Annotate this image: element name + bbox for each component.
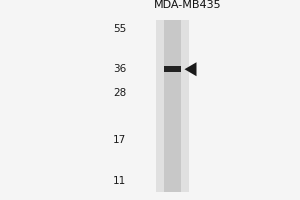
Text: 17: 17	[113, 135, 126, 145]
Text: 36: 36	[113, 64, 126, 74]
Bar	[156, 20, 189, 192]
Bar	[164, 20, 181, 192]
Bar	[164, 66, 181, 72]
Text: 28: 28	[113, 88, 126, 98]
Text: MDA-MB435: MDA-MB435	[154, 0, 221, 10]
Polygon shape	[184, 62, 196, 76]
Text: 55: 55	[113, 24, 126, 34]
Text: 11: 11	[113, 176, 126, 186]
